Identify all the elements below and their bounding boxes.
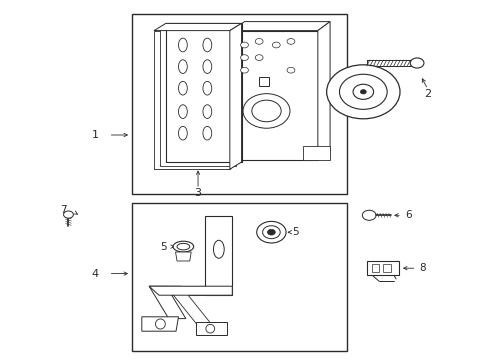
Text: 8: 8 (419, 263, 426, 273)
Text: 6: 6 (404, 210, 411, 220)
Polygon shape (195, 322, 227, 335)
Ellipse shape (178, 105, 187, 118)
Ellipse shape (203, 126, 211, 140)
Bar (132, 14, 346, 194)
Polygon shape (149, 286, 232, 295)
Circle shape (251, 100, 281, 122)
Text: 2: 2 (424, 89, 430, 99)
Circle shape (286, 67, 294, 73)
Circle shape (255, 55, 263, 60)
Polygon shape (166, 286, 212, 326)
Bar (258, 77, 269, 86)
Ellipse shape (155, 319, 165, 329)
Polygon shape (229, 23, 241, 169)
Ellipse shape (178, 81, 187, 95)
Ellipse shape (203, 105, 211, 118)
Polygon shape (149, 286, 185, 319)
Circle shape (267, 229, 275, 235)
Polygon shape (154, 162, 239, 169)
Ellipse shape (178, 38, 187, 52)
Circle shape (286, 39, 294, 44)
Circle shape (240, 55, 248, 60)
Bar (165, 23, 241, 162)
Polygon shape (154, 23, 241, 31)
Ellipse shape (205, 324, 214, 333)
Circle shape (362, 210, 375, 220)
Bar (205, 216, 232, 295)
Bar (366, 261, 398, 275)
Bar (154, 31, 229, 169)
Circle shape (63, 211, 73, 218)
Bar (371, 264, 379, 272)
Bar (160, 27, 235, 166)
Polygon shape (232, 22, 329, 31)
Circle shape (256, 221, 285, 243)
Text: 3: 3 (194, 188, 201, 198)
Circle shape (409, 58, 423, 68)
Text: 7: 7 (60, 205, 67, 215)
Bar (132, 203, 346, 351)
Text: 4: 4 (92, 269, 99, 279)
Circle shape (339, 74, 386, 109)
Circle shape (243, 94, 289, 128)
Circle shape (352, 84, 373, 99)
Circle shape (240, 67, 248, 73)
Polygon shape (165, 155, 251, 162)
Ellipse shape (178, 126, 187, 140)
Circle shape (255, 39, 263, 44)
Bar (165, 23, 241, 162)
Circle shape (326, 65, 399, 119)
Text: 1: 1 (92, 130, 99, 140)
Polygon shape (317, 22, 329, 160)
Text: 5: 5 (292, 227, 299, 237)
Bar (232, 31, 317, 160)
Ellipse shape (213, 240, 224, 258)
Ellipse shape (203, 38, 211, 52)
Text: 5: 5 (160, 242, 167, 252)
Circle shape (272, 42, 280, 48)
Ellipse shape (173, 241, 193, 252)
Bar (303, 146, 329, 160)
Ellipse shape (177, 243, 189, 250)
Ellipse shape (203, 60, 211, 73)
Polygon shape (175, 252, 191, 261)
Bar (383, 264, 390, 272)
Circle shape (360, 90, 366, 94)
Circle shape (262, 226, 280, 239)
Polygon shape (142, 317, 178, 331)
Circle shape (240, 42, 248, 48)
Ellipse shape (203, 81, 211, 95)
Polygon shape (160, 158, 245, 166)
Ellipse shape (178, 60, 187, 73)
